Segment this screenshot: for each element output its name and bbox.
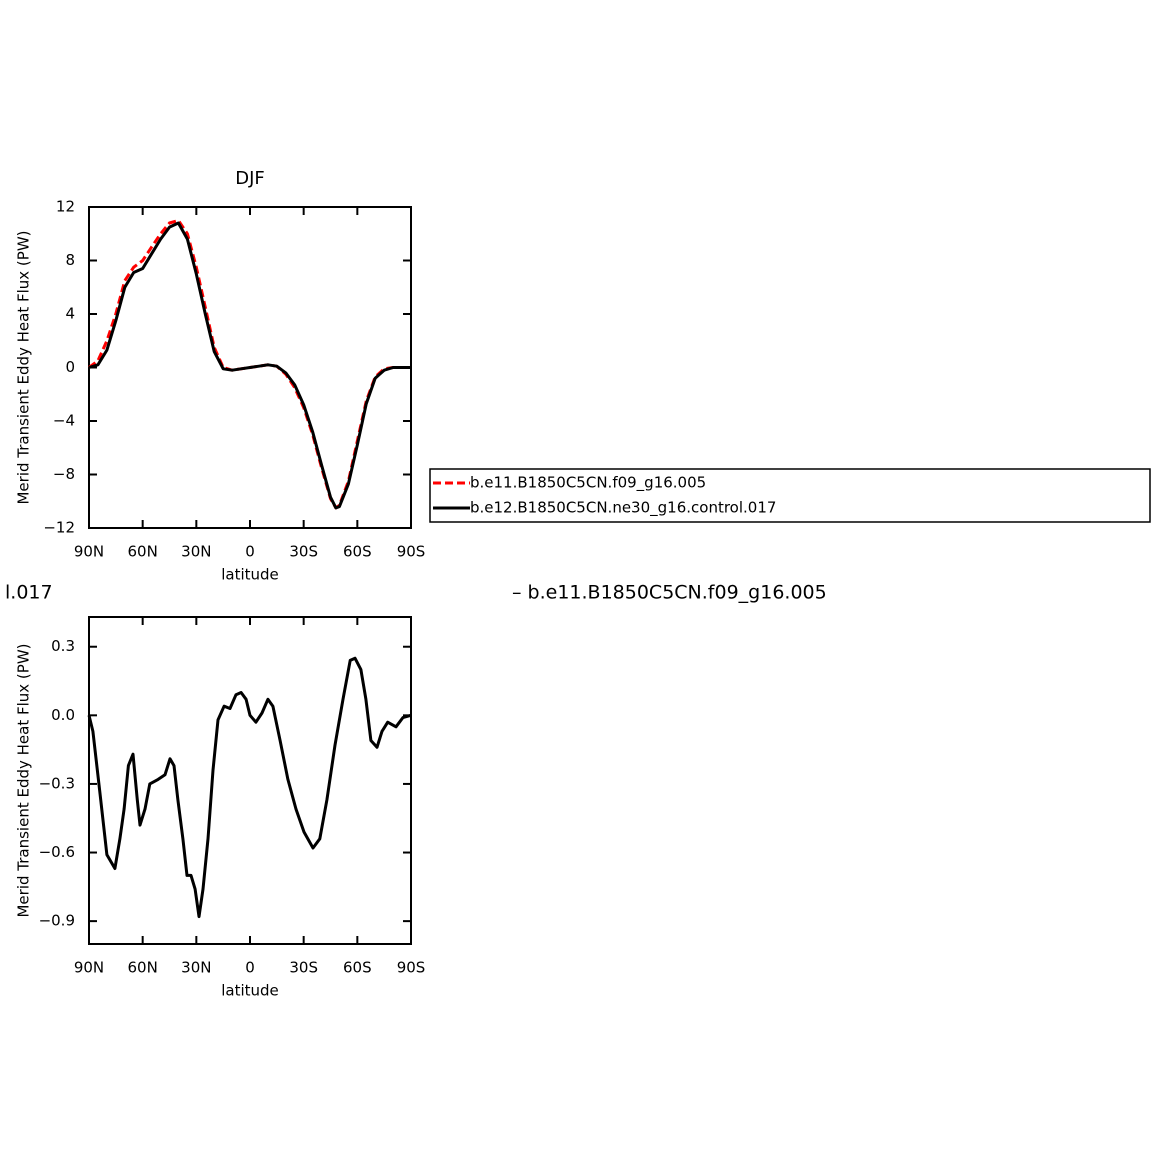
plot-frame — [88, 616, 412, 945]
legend-box — [429, 468, 1151, 523]
x-tick-label: 30S — [289, 543, 318, 561]
x-tick-label: 30N — [181, 959, 211, 977]
x-tick-label: 60S — [343, 959, 372, 977]
x-tick-label: 90N — [74, 543, 104, 561]
x-tick-label: 0 — [245, 543, 255, 561]
x-tick-label: 60N — [128, 959, 158, 977]
annotation: l.017 — [5, 582, 53, 604]
y-axis-label: Merid Transient Eddy Heat Flux (PW) — [15, 230, 33, 504]
x-tick-label: 30N — [181, 543, 211, 561]
y-tick-label: 0.0 — [51, 706, 75, 724]
x-tick-label: 90S — [397, 543, 426, 561]
x-tick-label: 90N — [74, 959, 104, 977]
y-tick-label: −4 — [53, 412, 75, 430]
x-tick-label: 30S — [289, 959, 318, 977]
y-tick-label: 0 — [65, 358, 75, 376]
y-tick-label: −0.3 — [39, 774, 75, 792]
x-tick-label: 90S — [397, 959, 426, 977]
y-tick-label: −0.6 — [39, 843, 75, 861]
x-tick-label: 60N — [128, 543, 158, 561]
x-axis-label: latitude — [221, 566, 279, 584]
y-axis-label: Merid Transient Eddy Heat Flux (PW) — [15, 643, 33, 917]
legend-label: b.e12.B1850C5CN.ne30_g16.control.017 — [470, 499, 776, 518]
y-tick-label: 8 — [65, 251, 75, 269]
y-tick-label: −12 — [43, 519, 75, 537]
data-line — [88, 221, 411, 510]
y-tick-label: −0.9 — [39, 912, 75, 930]
y-tick-label: 0.3 — [51, 637, 75, 655]
y-tick-label: 4 — [65, 305, 75, 323]
x-tick-label: 0 — [245, 959, 255, 977]
annotation: – b.e11.B1850C5CN.f09_g16.005 — [512, 582, 827, 604]
chart-title: DJF — [235, 168, 265, 189]
data-line — [87, 656, 412, 919]
x-tick-label: 60S — [343, 543, 372, 561]
data-line — [88, 218, 411, 510]
x-axis-label: latitude — [221, 982, 279, 1000]
y-tick-label: −8 — [53, 465, 75, 483]
legend-label: b.e11.B1850C5CN.f09_g16.005 — [470, 474, 706, 493]
y-tick-label: 12 — [56, 198, 75, 216]
